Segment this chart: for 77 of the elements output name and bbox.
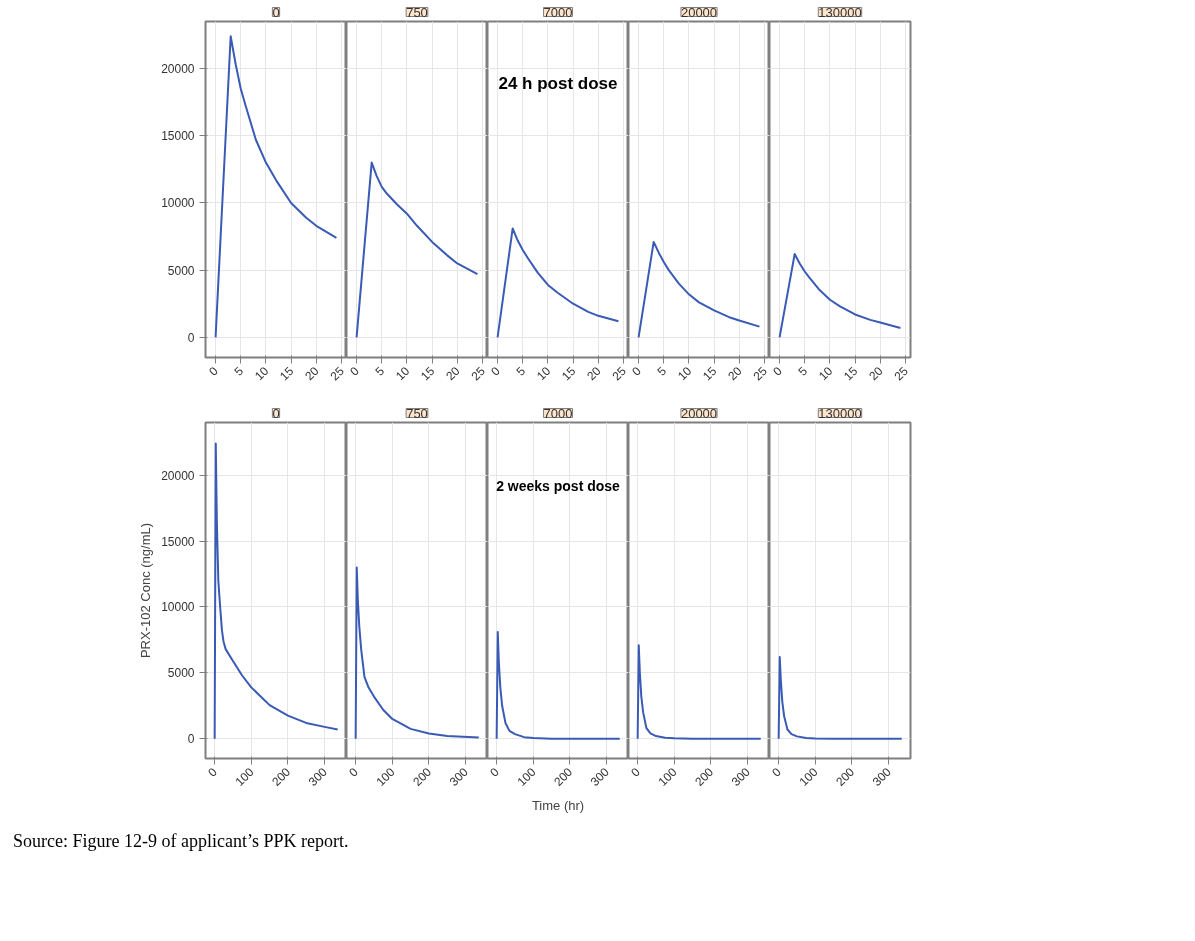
chart-title: 750 <box>406 4 428 20</box>
x-tick-label: 0 <box>206 363 222 379</box>
x-tick-label: 25 <box>891 363 911 384</box>
x-tick-label: 10 <box>815 363 836 384</box>
x-tick-label: 25 <box>750 363 770 384</box>
x-tick-label: 25 <box>468 363 488 384</box>
x-tick-label: 100 <box>796 764 821 789</box>
x-tick-label: 0 <box>629 363 645 379</box>
x-tick-label: 100 <box>373 764 398 789</box>
x-tick-label: 10 <box>674 363 695 384</box>
annotation: 24 h post dose <box>498 73 618 93</box>
source-note: Source: Figure 12-9 of applicant’s PPK report. <box>13 830 349 853</box>
x-tick-label: 0 <box>770 363 786 379</box>
x-tick-label: 200 <box>692 764 717 789</box>
x-tick-label: 300 <box>587 764 613 789</box>
y-tick-label: 0 <box>187 330 195 345</box>
x-tick-label: 10 <box>533 363 554 384</box>
x-tick-label: 200 <box>551 764 576 789</box>
x-tick-label: 200 <box>410 764 435 789</box>
x-tick-label: 20 <box>302 363 322 384</box>
chart-title: 20000 <box>680 4 718 20</box>
x-tick-label: 5 <box>513 363 529 379</box>
x-tick-label: 100 <box>232 764 257 789</box>
x-tick-label: 20 <box>584 363 604 384</box>
chart-title: 0 <box>272 4 280 20</box>
x-tick-label: 200 <box>269 764 294 789</box>
x-tick-label: 0 <box>487 764 503 780</box>
x-tick-label: 25 <box>327 363 347 384</box>
chart-title: 7000 <box>543 405 573 421</box>
x-tick-label: 5 <box>372 363 388 379</box>
x-tick-label: 100 <box>514 764 539 789</box>
x-tick-label: 0 <box>628 764 644 780</box>
y-tick-label: 0 <box>187 732 195 747</box>
chart-title: 20000 <box>680 405 718 421</box>
x-tick-label: 0 <box>488 363 504 379</box>
x-tick-label: 15 <box>700 363 720 384</box>
y-tick-label: 15000 <box>161 534 195 549</box>
y-tick-label: 5000 <box>167 263 195 278</box>
x-tick-label: 0 <box>346 764 362 780</box>
x-tick-label: 0 <box>205 764 221 780</box>
y-tick-label: 20000 <box>161 62 195 77</box>
x-tick-label: 15 <box>559 363 579 384</box>
x-axis-title: Time (hr) <box>531 798 585 814</box>
chart-title: 750 <box>406 405 428 421</box>
y-tick-label: 20000 <box>161 468 195 483</box>
x-tick-label: 10 <box>392 363 413 384</box>
chart-title: 130000 <box>818 4 862 20</box>
x-tick-label: 10 <box>251 363 272 384</box>
x-tick-label: 20 <box>725 363 745 384</box>
chart-title: 7000 <box>543 4 573 20</box>
y-axis-title: PRX-102 Conc (ng/mL) <box>138 522 154 659</box>
y-tick-label: 10000 <box>161 196 195 211</box>
x-tick-label: 200 <box>833 764 858 789</box>
y-tick-label: 5000 <box>167 666 195 681</box>
x-tick-label: 15 <box>277 363 297 384</box>
x-tick-label: 5 <box>654 363 670 379</box>
x-tick-label: 25 <box>609 363 629 384</box>
chart-title: 130000 <box>818 405 862 421</box>
x-tick-label: 20 <box>866 363 886 384</box>
x-tick-label: 300 <box>869 764 895 789</box>
chart-title: 0 <box>272 405 280 421</box>
line-series <box>214 35 338 339</box>
x-tick-label: 15 <box>841 363 861 384</box>
y-tick-label: 15000 <box>161 129 195 144</box>
x-tick-label: 0 <box>347 363 363 379</box>
x-tick-label: 300 <box>728 764 754 789</box>
annotation: 2 weeks post dose <box>496 477 621 494</box>
x-tick-label: 0 <box>769 764 785 780</box>
line-series <box>213 442 339 740</box>
x-tick-label: 20 <box>443 363 463 384</box>
x-tick-label: 5 <box>231 363 247 379</box>
x-tick-label: 15 <box>418 363 438 384</box>
x-tick-label: 300 <box>305 764 331 789</box>
x-tick-label: 100 <box>655 764 680 789</box>
x-tick-label: 5 <box>795 363 811 379</box>
x-tick-label: 300 <box>446 764 472 789</box>
y-tick-label: 10000 <box>161 600 195 615</box>
